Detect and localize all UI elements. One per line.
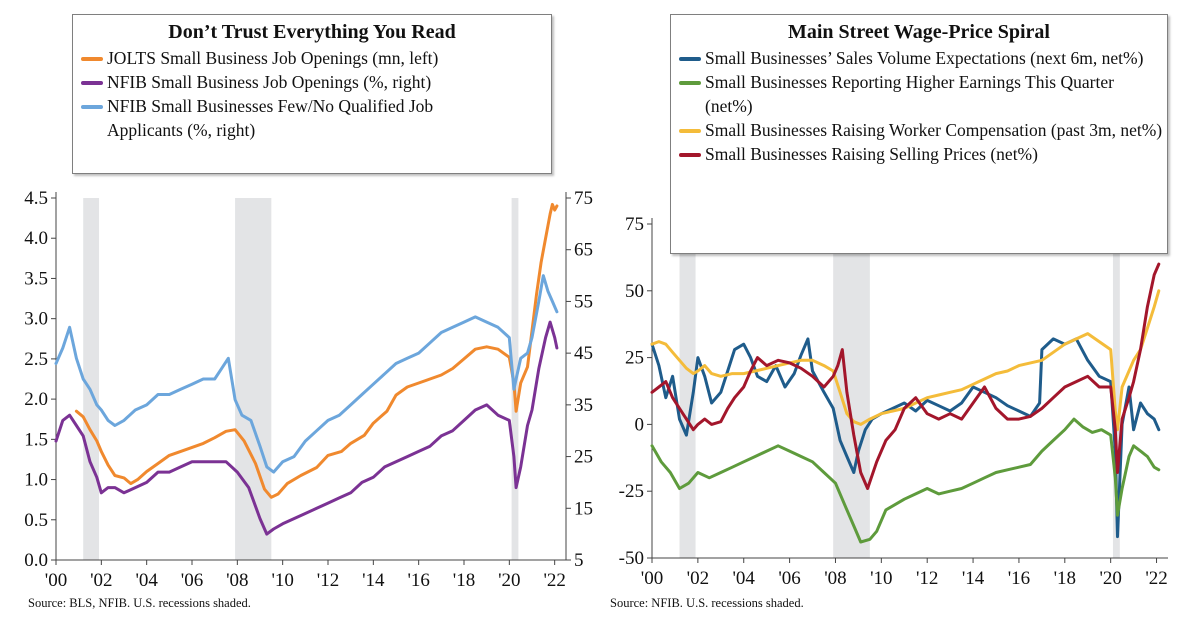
y-left-tick-label: 4.0 xyxy=(24,228,48,249)
legend-label-sales-expectations: Small Businesses’ Sales Volume Expectati… xyxy=(705,48,1144,68)
x-tick-label: '20 xyxy=(498,570,520,591)
left-chart-source: Source: BLS, NFIB. U.S. recessions shade… xyxy=(28,596,251,610)
y-left-tick-label: 0.5 xyxy=(24,510,48,531)
legend-swatch-nfib-openings xyxy=(81,81,103,85)
y-left-tick-label: -50 xyxy=(619,548,644,569)
x-tick-label: '02 xyxy=(687,568,709,589)
series-line-1 xyxy=(650,417,1161,544)
legend-label-few-no-qualified: NFIB Small Businesses Few/No Qualified J… xyxy=(107,96,434,140)
x-tick-label: '14 xyxy=(362,570,385,591)
y-left-tick-label: 0 xyxy=(635,414,645,435)
legend-item-few-no-qualified: NFIB Small Businesses Few/No Qualified J… xyxy=(73,94,437,142)
legend-label-jolts: JOLTS Small Business Job Openings (mn, l… xyxy=(107,48,439,68)
y-left-tick-label: 25 xyxy=(625,348,644,369)
series-line-0 xyxy=(650,337,1161,539)
legend-item-sales-expectations: Small Businesses’ Sales Volume Expectati… xyxy=(671,46,1145,70)
legend-swatch-jolts xyxy=(81,57,103,61)
y-left-tick-label: 1.5 xyxy=(24,429,48,450)
x-tick-label: '18 xyxy=(1054,568,1076,589)
left-chart-title: Don’t Trust Everything You Read xyxy=(168,21,456,43)
legend-swatch-selling-prices xyxy=(679,153,701,157)
legend-item-jolts: JOLTS Small Business Job Openings (mn, l… xyxy=(73,46,551,70)
series-line-3 xyxy=(650,262,1161,490)
legend-swatch-sales-expectations xyxy=(679,57,701,61)
x-tick-label: '00 xyxy=(641,568,663,589)
y-left-tick-label: 1.0 xyxy=(24,470,48,491)
y-left-tick-label: -25 xyxy=(619,481,644,502)
x-tick-label: '06 xyxy=(181,570,203,591)
y-right-tick-label: 45 xyxy=(574,343,593,364)
y-right-tick-label: 15 xyxy=(574,498,593,519)
y-right-tick-label: 25 xyxy=(574,447,593,468)
x-tick-label: '04 xyxy=(135,570,158,591)
series-line-1 xyxy=(54,320,559,536)
legend-label-selling-prices: Small Businesses Raising Selling Prices … xyxy=(705,144,1038,164)
x-tick-label: '14 xyxy=(962,568,985,589)
legend-label-higher-earnings: Small Businesses Reporting Higher Earnin… xyxy=(705,72,1114,116)
legend-swatch-few-no-qualified xyxy=(81,105,103,109)
recession-band-0 xyxy=(679,224,696,558)
y-left-tick-label: 0.0 xyxy=(24,550,48,571)
recession-band-2 xyxy=(1112,224,1120,558)
y-right-tick-label: 5 xyxy=(574,550,584,571)
x-tick-label: '00 xyxy=(45,570,67,591)
x-tick-label: '08 xyxy=(824,568,846,589)
right-chart-source: Source: NFIB. U.S. recessions shaded. xyxy=(610,596,804,610)
x-tick-label: '22 xyxy=(543,570,565,591)
series-line-2 xyxy=(650,289,1161,432)
y-left-tick-label: 3.0 xyxy=(24,309,48,330)
y-right-tick-label: 55 xyxy=(574,291,593,312)
series-line-0 xyxy=(74,202,559,499)
x-tick-label: '16 xyxy=(1008,568,1030,589)
x-tick-label: '16 xyxy=(407,570,429,591)
x-tick-label: '06 xyxy=(778,568,800,589)
left-chart-legend: Don’t Trust Everything You Read JOLTS Sm… xyxy=(72,14,552,174)
recession-band-0 xyxy=(83,198,100,560)
legend-item-worker-compensation: Small Businesses Raising Worker Compensa… xyxy=(671,118,1175,142)
y-right-tick-label: 65 xyxy=(574,240,593,261)
x-tick-label: '12 xyxy=(916,568,938,589)
legend-label-nfib-openings: NFIB Small Business Job Openings (%, rig… xyxy=(107,72,432,92)
recession-band-1 xyxy=(235,198,272,560)
right-chart-title: Main Street Wage-Price Spiral xyxy=(788,21,1050,43)
y-right-tick-label: 35 xyxy=(574,395,593,416)
x-tick-label: '22 xyxy=(1145,568,1167,589)
legend-item-nfib-openings: NFIB Small Business Job Openings (%, rig… xyxy=(73,70,551,94)
y-left-tick-label: 50 xyxy=(625,281,644,302)
legend-item-selling-prices: Small Businesses Raising Selling Prices … xyxy=(671,142,1167,166)
x-tick-label: '04 xyxy=(733,568,756,589)
x-tick-label: '18 xyxy=(453,570,475,591)
right-chart-legend: Main Street Wage-Price Spiral Small Busi… xyxy=(670,14,1168,254)
y-left-tick-label: 2.5 xyxy=(24,349,48,370)
chart-0-group: '00 '02 '04 '06 '08 '10 '12 '14 '16 '18 '20 '22 0.0 0… xyxy=(24,188,593,591)
x-tick-label: '12 xyxy=(317,570,339,591)
series-line-2 xyxy=(54,274,559,474)
legend-label-worker-compensation: Small Businesses Raising Worker Compensa… xyxy=(705,120,1163,140)
x-tick-label: '08 xyxy=(226,570,248,591)
x-tick-label: '10 xyxy=(271,570,293,591)
y-left-tick-label: 2.0 xyxy=(24,389,48,410)
legend-swatch-worker-compensation xyxy=(679,129,701,133)
chart-1-group: '00 '02 '04 '06 '08 '10 '12 '14 '16 '18 '20 '22 75 50… xyxy=(619,214,1168,589)
y-right-tick-label: 75 xyxy=(574,188,593,209)
y-left-tick-label: 75 xyxy=(625,214,644,235)
y-left-tick-label: 3.5 xyxy=(24,268,48,289)
x-tick-label: '20 xyxy=(1099,568,1121,589)
y-left-tick-label: 4.5 xyxy=(24,188,48,209)
x-tick-label: '10 xyxy=(870,568,892,589)
legend-swatch-higher-earnings xyxy=(679,81,701,85)
legend-item-higher-earnings: Small Businesses Reporting Higher Earnin… xyxy=(671,70,1135,118)
x-tick-label: '02 xyxy=(90,570,112,591)
